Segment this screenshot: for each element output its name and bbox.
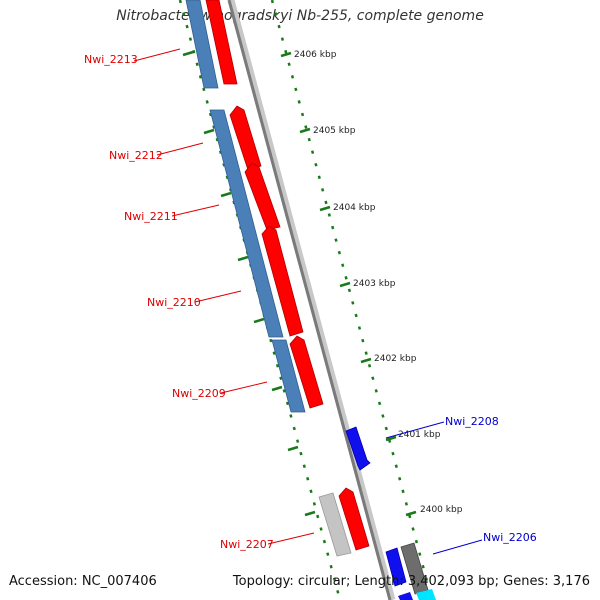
scale-label-2406: 2406 kbp bbox=[294, 50, 337, 60]
leader-nwi-2208 bbox=[385, 421, 445, 439]
gene-arrow-nwi-2207[interactable] bbox=[338, 487, 370, 551]
cog-bar-nwi-2207[interactable] bbox=[318, 492, 352, 557]
cog-bar-nwi-2212-2210[interactable] bbox=[209, 109, 284, 338]
leader-nwi-2210 bbox=[194, 290, 242, 303]
gene-label-nwi-2207[interactable]: Nwi_2207 bbox=[220, 538, 274, 551]
gene-label-nwi-2211[interactable]: Nwi_2211 bbox=[124, 210, 178, 223]
gene-arrow-nwi-2213[interactable] bbox=[205, 0, 238, 85]
scale-label-2404: 2404 kbp bbox=[333, 203, 376, 213]
scale-label-2402: 2402 kbp bbox=[374, 354, 417, 364]
leader-nwi-2213 bbox=[133, 48, 181, 62]
scale-label-2405: 2405 kbp bbox=[313, 126, 356, 136]
accession-text: Accession: NC_007406 bbox=[9, 574, 157, 589]
leader-nwi-2206 bbox=[432, 539, 483, 555]
genome-title: Nitrobacter winogradskyi Nb-255, complet… bbox=[116, 8, 484, 24]
scale-label-2400: 2400 kbp bbox=[420, 505, 463, 515]
gene-arrow-nwi-2208[interactable] bbox=[345, 426, 371, 471]
gene-arrow-nwi-2212[interactable] bbox=[229, 105, 262, 171]
gene-label-nwi-2206[interactable]: Nwi_2206 bbox=[483, 531, 537, 544]
genome-backbone bbox=[227, 0, 396, 600]
gene-arrow-lower-2[interactable] bbox=[416, 589, 436, 600]
cog-bar-nwi-2209[interactable] bbox=[271, 339, 306, 413]
gene-arrow-nwi-2206[interactable] bbox=[385, 547, 407, 587]
leader-nwi-2211 bbox=[171, 204, 220, 217]
gene-label-nwi-2208[interactable]: Nwi_2208 bbox=[445, 415, 499, 428]
scale-label-2401: 2401 kbp bbox=[398, 430, 441, 440]
scale-major-ticks bbox=[280, 51, 417, 517]
scale-label-2403: 2403 kbp bbox=[353, 279, 396, 289]
leader-nwi-2209 bbox=[220, 381, 268, 394]
genome-stats-text: Topology: circular; Length: 3,402,093 bp… bbox=[232, 574, 590, 589]
leader-nwi-2212 bbox=[156, 142, 204, 156]
cog-bar-nwi-2213[interactable] bbox=[185, 0, 219, 89]
gene-label-nwi-2209[interactable]: Nwi_2209 bbox=[172, 387, 226, 400]
gene-label-nwi-2210[interactable]: Nwi_2210 bbox=[147, 296, 201, 309]
gene-label-nwi-2213[interactable]: Nwi_2213 bbox=[84, 53, 138, 66]
genome-backbone-line bbox=[227, 0, 392, 600]
gene-arrow-nwi-2210[interactable] bbox=[261, 225, 304, 337]
gene-label-nwi-2212[interactable]: Nwi_2212 bbox=[109, 149, 163, 162]
leader-nwi-2207 bbox=[267, 532, 315, 545]
gene-arrow-nwi-2211[interactable] bbox=[244, 162, 281, 231]
inner-major-ticks bbox=[182, 50, 316, 517]
gene-arrow-lower-1[interactable] bbox=[398, 592, 413, 600]
gene-arrow-nwi-2209[interactable] bbox=[289, 335, 324, 409]
